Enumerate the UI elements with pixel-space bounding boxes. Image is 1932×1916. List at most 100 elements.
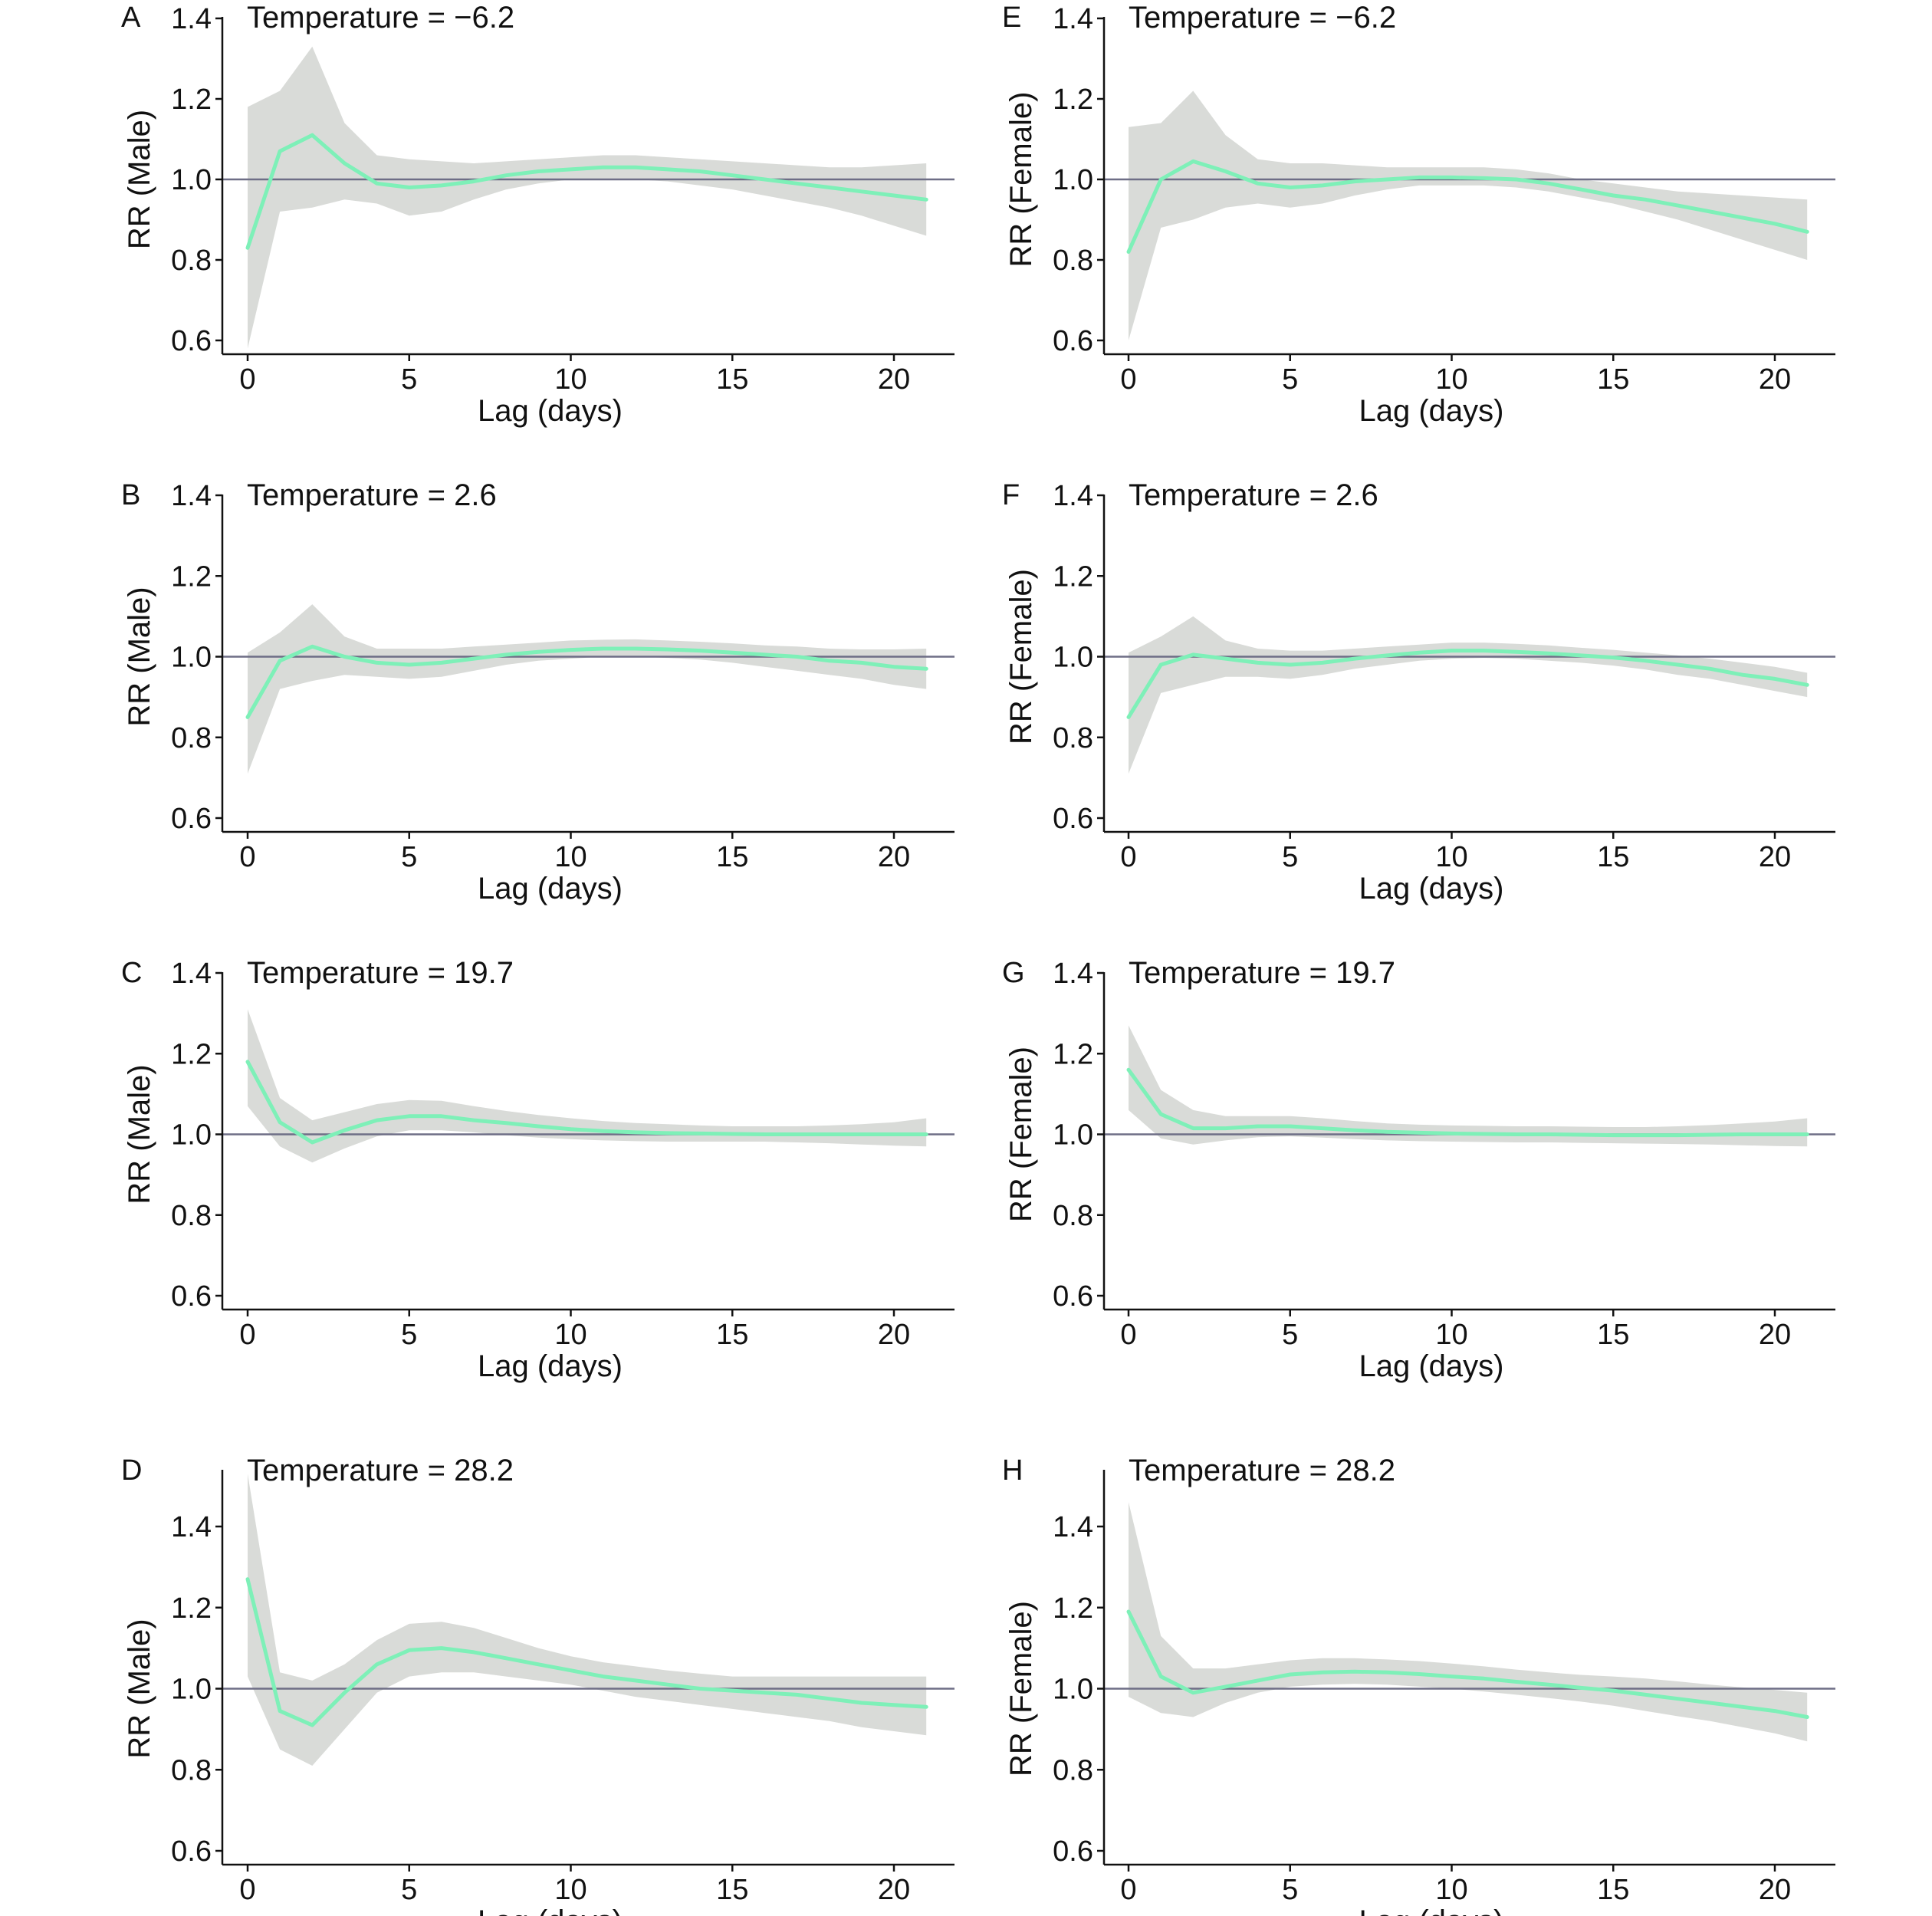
y-axis-title: RR (Female) [1004, 1047, 1038, 1222]
y-tick-label: 1.4 [171, 3, 212, 35]
x-axis-title: Lag (days) [478, 1904, 623, 1916]
panel-h: 0.6 0.8 1.0 1.2 1.4 0 5 10 15 20 H Temperature = 28… [1002, 1454, 1835, 1916]
x-tick-label: 20 [1759, 1319, 1791, 1351]
x-tick-label: 20 [1759, 841, 1791, 873]
x-tick-label: 20 [878, 1874, 910, 1906]
y-tick-label: 1.0 [1053, 642, 1093, 674]
x-tick-label: 10 [1435, 363, 1467, 396]
panel-letter: C [121, 957, 142, 989]
y-tick-label: 1.4 [1053, 1511, 1093, 1543]
x-axis-title: Lag (days) [1359, 872, 1504, 905]
x-axis-title: Lag (days) [1359, 1904, 1504, 1916]
temperature-annotation: Temperature = −6.2 [1129, 1, 1396, 35]
x-tick-label: 15 [1597, 841, 1629, 873]
temperature-annotation: Temperature = 19.7 [247, 956, 514, 990]
x-tick-label: 5 [1282, 1319, 1298, 1351]
x-tick-label: 15 [716, 841, 748, 873]
rr-series-line [245, 644, 928, 719]
y-tick-label: 1.0 [1053, 164, 1093, 196]
temperature-annotation: Temperature = −6.2 [247, 1, 514, 35]
y-tick-label: 1.2 [171, 84, 212, 116]
y-tick-label: 0.8 [171, 1200, 212, 1232]
panel-d: 0.6 0.8 1.0 1.2 1.4 0 5 10 15 20 D Temperature = 28… [121, 1454, 955, 1916]
x-tick-label: 15 [716, 1319, 748, 1351]
x-tick-label: 5 [1282, 1874, 1298, 1906]
x-axis-title: Lag (days) [1359, 394, 1504, 428]
x-tick-label: 5 [401, 841, 417, 873]
rr-series-line [1126, 159, 1809, 254]
x-tick-label: 10 [554, 363, 586, 396]
y-tick-label: 0.8 [171, 1754, 212, 1786]
y-tick-label: 0.6 [171, 1280, 212, 1313]
x-tick-label: 20 [878, 1319, 910, 1351]
y-tick-label: 1.2 [1053, 560, 1093, 593]
temperature-annotation: Temperature = 19.7 [1129, 956, 1395, 990]
y-axis-title: RR (Male) [123, 110, 156, 249]
panel-f: 0.6 0.8 1.0 1.2 1.4 0 5 10 15 20 F Temperature = 2.… [1002, 478, 1835, 905]
x-tick-label: 10 [1435, 841, 1467, 873]
confidence-band [248, 46, 927, 349]
y-tick-label: 1.4 [171, 1511, 212, 1543]
x-tick-label: 0 [1120, 1319, 1136, 1351]
x-tick-label: 5 [401, 1874, 417, 1906]
y-tick-label: 1.2 [171, 560, 212, 593]
x-tick-label: 15 [1597, 1319, 1629, 1351]
y-tick-label: 1.0 [171, 1674, 212, 1706]
confidence-band [248, 1009, 927, 1163]
x-axis-title: Lag (days) [478, 1349, 623, 1383]
y-tick-label: 1.0 [1053, 1119, 1093, 1152]
y-tick-label: 1.0 [1053, 1674, 1093, 1706]
temperature-annotation: Temperature = 2.6 [247, 478, 497, 512]
y-axis-title: RR (Male) [123, 1619, 156, 1758]
x-tick-label: 0 [239, 1874, 255, 1906]
y-tick-label: 0.8 [1053, 722, 1093, 754]
rr-series-line [245, 133, 928, 250]
panel-letter: F [1002, 479, 1020, 511]
x-tick-label: 5 [1282, 841, 1298, 873]
x-tick-label: 0 [239, 841, 255, 873]
y-tick-label: 1.0 [171, 642, 212, 674]
x-tick-label: 15 [1597, 1874, 1629, 1906]
temperature-annotation: Temperature = 28.2 [247, 1454, 514, 1487]
x-tick-label: 15 [716, 1874, 748, 1906]
y-tick-label: 0.6 [171, 325, 212, 357]
panel-c: 0.6 0.8 1.0 1.2 1.4 0 5 10 15 20 C Temperature = 19… [121, 956, 955, 1383]
panel-letter: H [1002, 1454, 1023, 1487]
rr-series-line [1126, 1067, 1809, 1138]
x-tick-label: 0 [1120, 363, 1136, 396]
y-tick-label: 1.4 [1053, 958, 1093, 990]
panel-letter: G [1002, 957, 1025, 989]
x-axis-title: Lag (days) [1359, 1349, 1504, 1383]
y-tick-label: 0.8 [171, 722, 212, 754]
panel-g: 0.6 0.8 1.0 1.2 1.4 0 5 10 15 20 G Temperature = 19… [1002, 956, 1835, 1383]
y-tick-label: 0.8 [1053, 1200, 1093, 1232]
temperature-annotation: Temperature = 2.6 [1129, 478, 1378, 512]
y-axis-title: RR (Male) [123, 587, 156, 726]
y-tick-label: 0.6 [1053, 1835, 1093, 1868]
x-tick-label: 10 [1435, 1874, 1467, 1906]
x-axis-title: Lag (days) [478, 394, 623, 428]
x-tick-label: 20 [878, 363, 910, 396]
y-tick-label: 1.2 [171, 1592, 212, 1625]
y-tick-label: 1.0 [171, 164, 212, 196]
rr-series-line [245, 1577, 928, 1727]
y-axis-title: RR (Female) [1004, 1601, 1038, 1776]
x-tick-label: 0 [239, 1319, 255, 1351]
x-tick-label: 20 [878, 841, 910, 873]
confidence-band [1129, 1502, 1808, 1742]
y-tick-label: 1.4 [171, 480, 212, 512]
x-tick-label: 15 [1597, 363, 1629, 396]
confidence-band [248, 1474, 927, 1766]
confidence-band [1129, 90, 1808, 340]
y-axis-title: RR (Male) [123, 1064, 156, 1204]
panel-letter: E [1002, 2, 1021, 34]
confidence-band [248, 604, 927, 774]
x-tick-label: 5 [1282, 363, 1298, 396]
temperature-annotation: Temperature = 28.2 [1129, 1454, 1395, 1487]
x-tick-label: 20 [1759, 363, 1791, 396]
x-tick-label: 10 [554, 1874, 586, 1906]
rr-series-line [1126, 649, 1809, 719]
x-axis-title: Lag (days) [478, 872, 623, 905]
y-axis-title: RR (Female) [1004, 569, 1038, 744]
panel-a: 0.6 0.8 1.0 1.2 1.4 0 5 10 15 20 A Temperature = −6… [121, 1, 955, 428]
